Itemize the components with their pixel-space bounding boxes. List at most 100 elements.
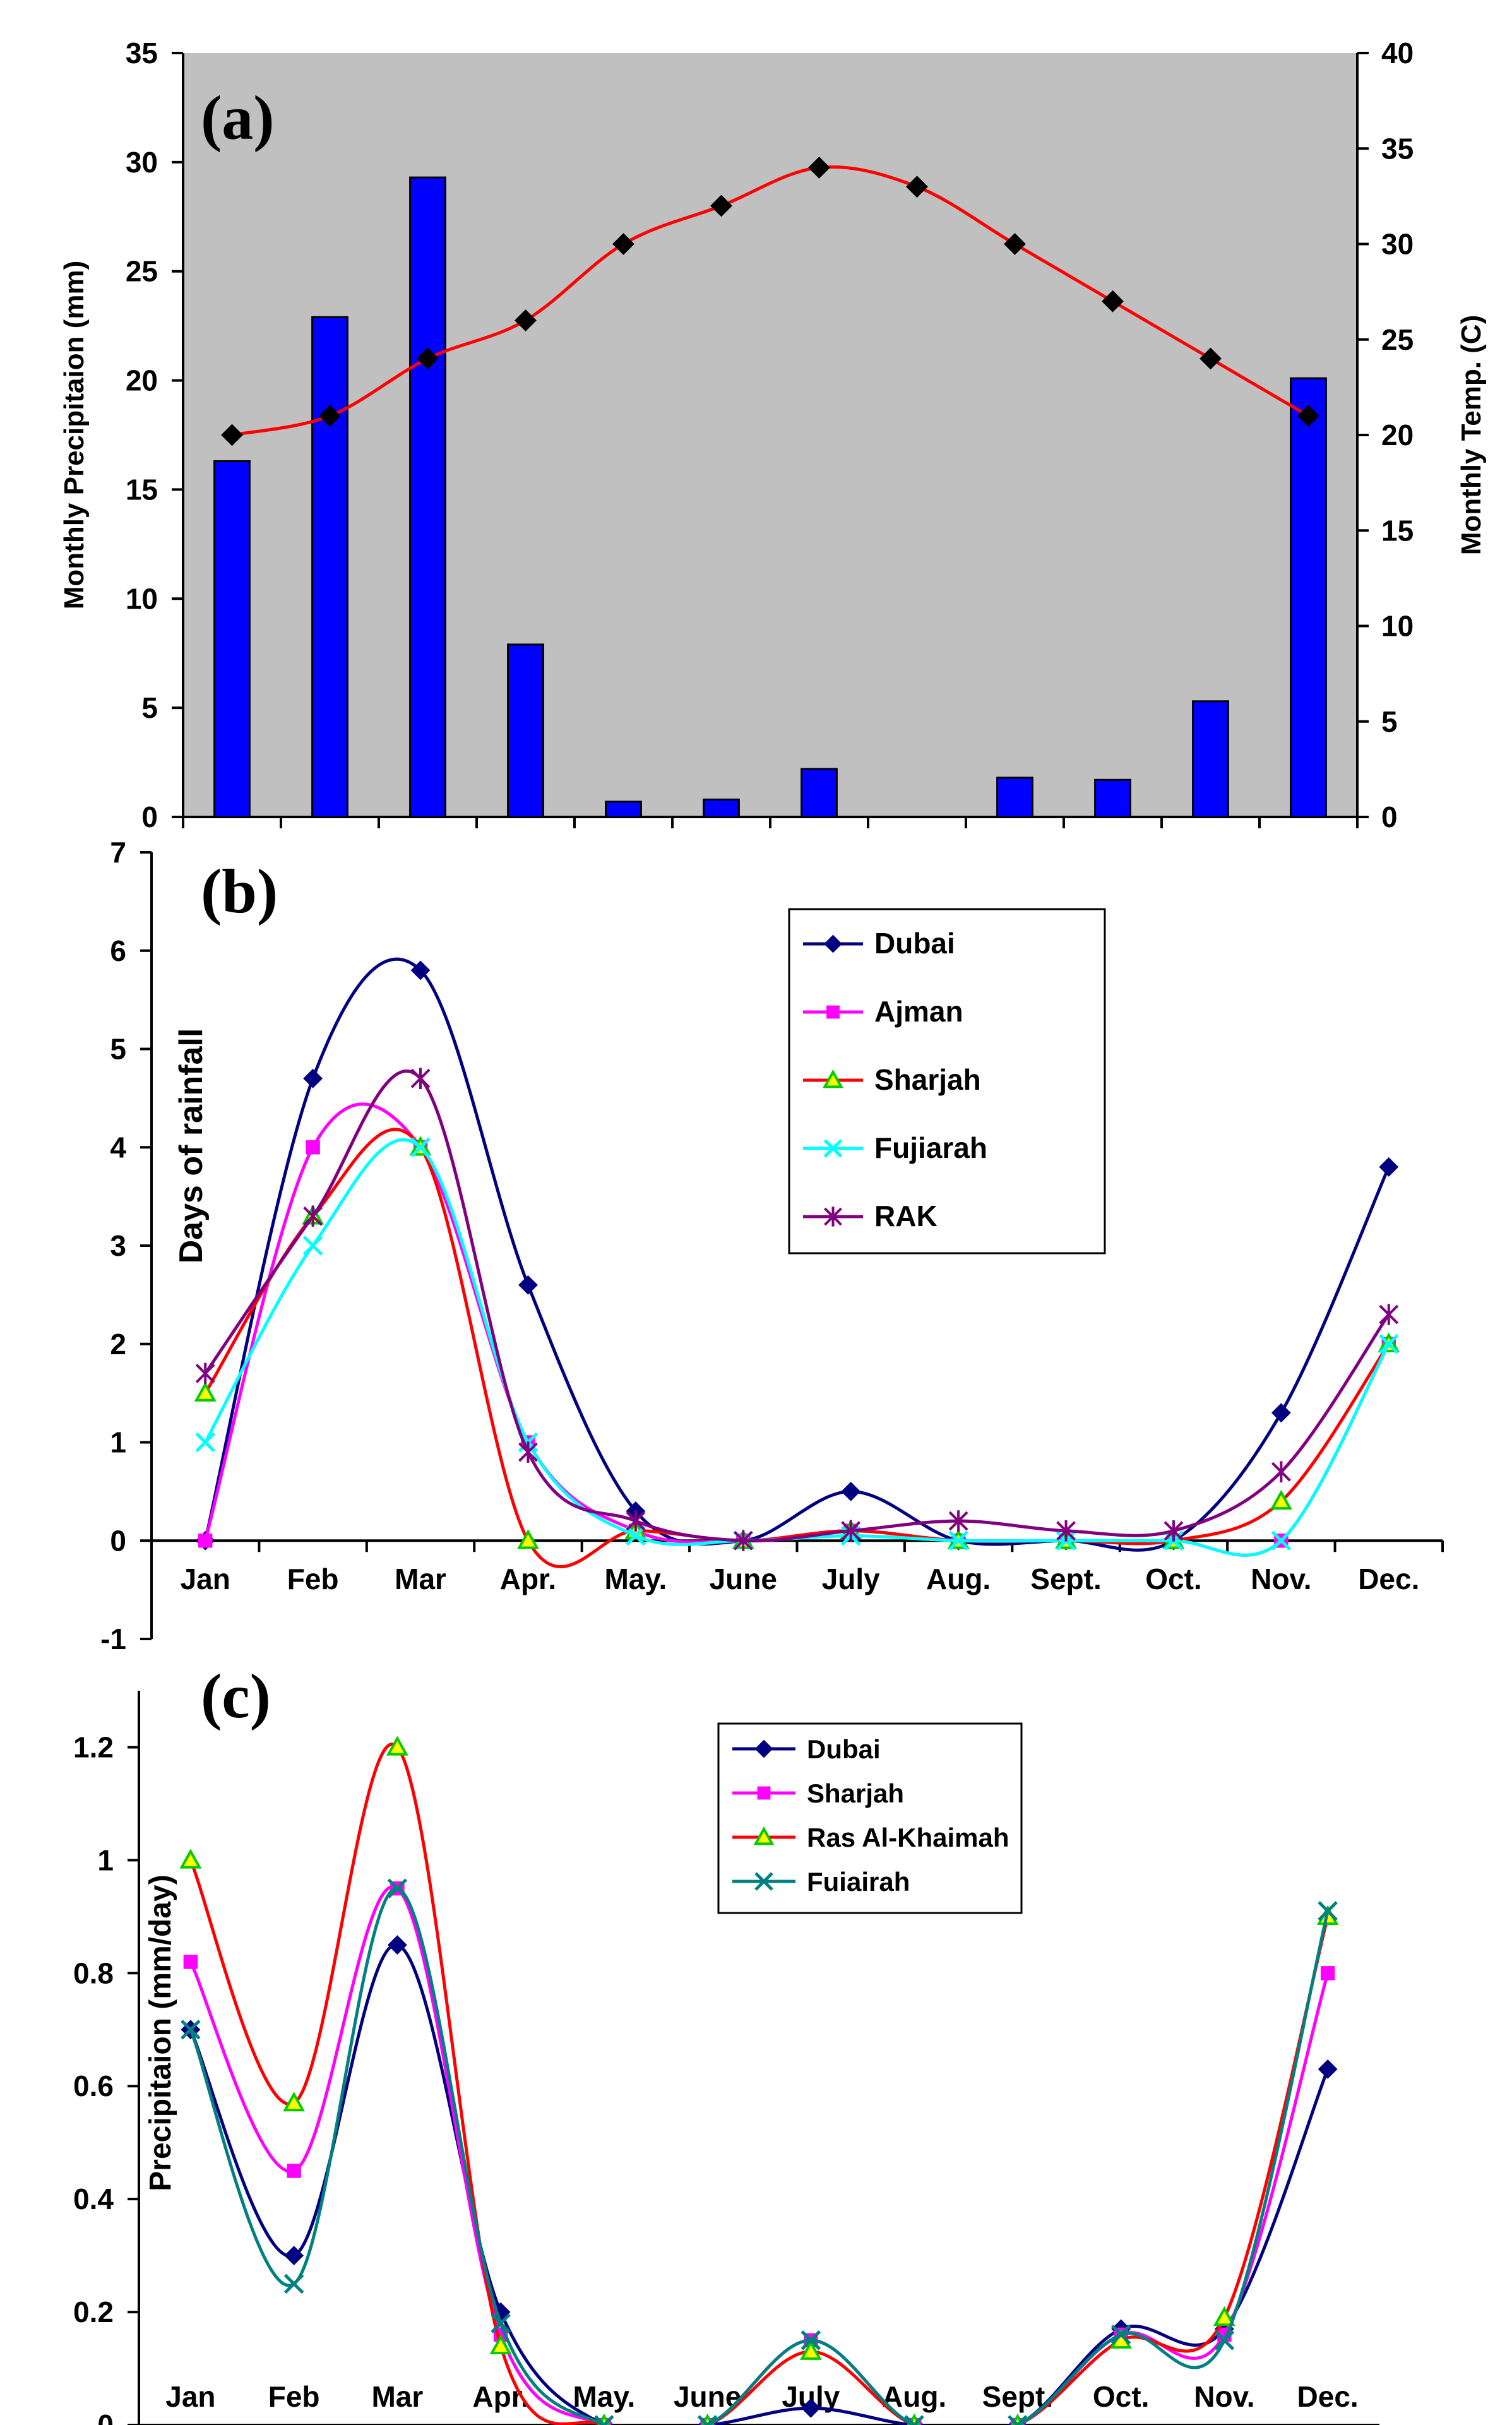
legend-marker [754, 1872, 773, 1891]
x-tick-label: Oct. [1093, 2380, 1149, 2413]
series-point [306, 1140, 320, 1155]
legend-marker [754, 1739, 773, 1758]
series-point [303, 1068, 323, 1088]
y-axis-title-left: Monthly Precipitaion (mm) [59, 261, 90, 609]
x-tick-label: Feb [268, 2380, 320, 2413]
panel-b: -1 0 1 2 3 4 5 6 7 Jan Feb Mar Apr. May. June July Aug. S… [100, 836, 1444, 1655]
panel-label-a: (a) [201, 83, 275, 153]
series-point [387, 1935, 407, 1955]
series-point [302, 1236, 323, 1256]
series-point [594, 2415, 614, 2425]
x-tick-label: Jan [165, 2380, 215, 2413]
y-tick-label: 2 [110, 1328, 126, 1361]
x-tick-label: Dec. [1358, 1563, 1419, 1595]
y-tick-label: -1 [100, 1623, 126, 1655]
precipitation-bar [1192, 700, 1229, 818]
series-point [183, 1955, 198, 1969]
y-tick-label: 1.2 [73, 1731, 114, 1763]
x-tick-label: Jan [181, 1563, 230, 1595]
series-point [518, 1275, 538, 1295]
series-point [287, 2164, 301, 2178]
y-tick-label-left: 0 [141, 801, 158, 833]
y-axis-title-right: Monthly Temp. (C) [1456, 315, 1487, 555]
series-point [697, 2415, 718, 2425]
y-tick-label-left: 5 [141, 691, 158, 724]
precipitation-bar [1094, 778, 1131, 818]
y-axis-title: Precipitaion (mm/day) [144, 1874, 177, 2191]
series-point [194, 1381, 217, 1402]
y-tick-label: 0.8 [73, 1957, 114, 1989]
x-tick-label: Mar [371, 2380, 423, 2413]
precipitation-bar [996, 777, 1033, 818]
y-tick-label-right: 20 [1381, 419, 1414, 451]
series-point [1164, 1520, 1184, 1542]
y-tick-label-right: 0 [1381, 801, 1398, 833]
y-tick-label-right: 5 [1381, 705, 1398, 738]
series-point [841, 1481, 861, 1501]
temperature-point [1004, 233, 1026, 255]
y-tick-label: 3 [110, 1229, 126, 1262]
y-tick-label: 1 [110, 1426, 126, 1459]
x-tick-label: May. [573, 2380, 635, 2413]
series-point [179, 1849, 202, 1869]
legend-marker [826, 1005, 840, 1019]
temperature-point [906, 176, 928, 198]
temperature-point [710, 194, 732, 217]
x-tick-label: Mar [395, 1563, 446, 1595]
series-point [410, 1137, 431, 1158]
series-point [1270, 1489, 1292, 1510]
series-point [1271, 1461, 1291, 1483]
y-tick-label-right: 30 [1381, 228, 1414, 261]
x-tick-label: May. [604, 1563, 667, 1595]
x-tick-label: Nov. [1251, 1563, 1311, 1595]
y-tick-label-right: 35 [1381, 132, 1414, 165]
precipitation-bar [605, 801, 642, 818]
series-point [1320, 1966, 1335, 1981]
y-tick-label: 6 [110, 934, 126, 967]
series-point [1318, 2059, 1338, 2079]
x-tick-label: June [710, 1563, 777, 1595]
x-tick-label: Apr. [500, 1563, 556, 1595]
series-point [195, 1432, 215, 1453]
y-tick-label-right: 25 [1381, 323, 1414, 356]
series-point [410, 960, 431, 980]
series-point [1318, 1901, 1338, 1921]
series-point [181, 2020, 201, 2040]
y-tick-label: 4 [110, 1131, 126, 1164]
legend-label: RAK [874, 1200, 938, 1232]
x-tick-label: July [822, 1563, 880, 1595]
temperature-point [319, 405, 341, 427]
precipitation-bar [409, 176, 446, 818]
series-point [386, 1736, 408, 1756]
series-point [198, 1534, 213, 1548]
x-tick-label: Aug. [926, 1563, 991, 1595]
y-tick-label-left: 30 [126, 146, 158, 179]
series-line [189, 1743, 1330, 2425]
series-point [1271, 1530, 1292, 1551]
x-tick-label: Sept. [1030, 1563, 1101, 1595]
x-tick-label: Feb [287, 1563, 339, 1595]
temperature-point [808, 157, 830, 179]
series-point [491, 2313, 511, 2333]
legend-marker [823, 1069, 843, 1088]
legend-label: Dubai [874, 927, 955, 960]
x-tick-label: Aug. [882, 2380, 946, 2413]
legend-marker [757, 1786, 771, 1800]
y-tick-label-right: 40 [1381, 37, 1414, 69]
y-tick-label: 0.4 [73, 2183, 114, 2215]
y-tick-label: 0 [97, 2409, 114, 2425]
x-tick-label: Nov. [1194, 2380, 1254, 2413]
panel-label-c: (c) [201, 1661, 271, 1731]
precipitation-bar [801, 768, 838, 818]
series-line [189, 1943, 1330, 2425]
x-tick-label: Oct. [1145, 1563, 1201, 1595]
series-point [283, 2273, 304, 2294]
y-tick-label-left: 10 [126, 582, 158, 615]
series-point [1213, 2306, 1235, 2327]
y-tick-label: 0.6 [73, 2070, 114, 2102]
precipitation-bar [507, 643, 544, 818]
y-tick-label-left: 35 [126, 37, 158, 69]
series-point [799, 2340, 822, 2360]
temperature-point [221, 424, 243, 446]
